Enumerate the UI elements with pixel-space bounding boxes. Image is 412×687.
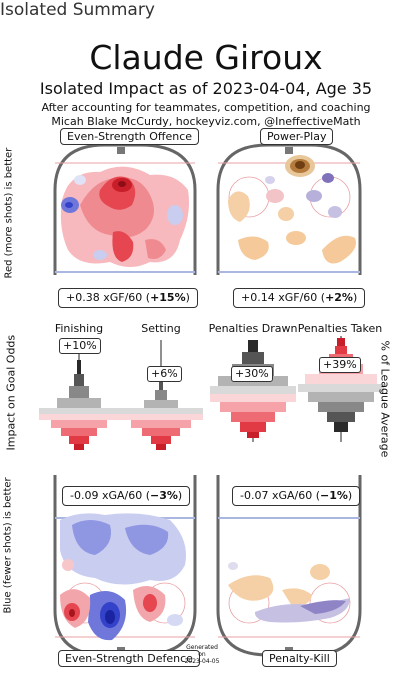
stat-es-defence-pct: −3% xyxy=(150,489,178,502)
violin3-layer-0 xyxy=(248,340,258,352)
label-penalties-taken: Penalties Taken xyxy=(297,322,383,335)
violin1-layer-7 xyxy=(61,428,97,436)
credit-line-1: After accounting for teammates, competit… xyxy=(41,101,371,114)
violin1-layer-9 xyxy=(74,444,84,450)
violin3-layer-5 xyxy=(210,394,296,402)
label-setting: Setting xyxy=(141,322,181,335)
violin3-layer-9 xyxy=(247,432,259,438)
violin-penalties-drawn xyxy=(210,340,296,442)
violin3-layer-4 xyxy=(210,386,296,394)
violin3-layer-7 xyxy=(231,412,275,422)
es-offence-heatmap xyxy=(60,166,189,267)
violin1-layer-1 xyxy=(74,374,84,386)
violin1-layer-0 xyxy=(77,360,81,374)
label-finishing: Finishing xyxy=(54,322,104,335)
pct-penalties-drawn: +30% xyxy=(231,366,273,382)
violin3-layer-8 xyxy=(240,422,266,432)
violin1-layer-5 xyxy=(39,414,119,420)
violin4-layer-9 xyxy=(334,422,348,432)
label-penalties-drawn: Penalties Drawn xyxy=(208,322,298,335)
violin1-layer-4 xyxy=(39,408,119,414)
violin3-layer-6 xyxy=(220,402,286,412)
pct-finishing: +10% xyxy=(59,338,101,354)
ylabel-blue-better: Blue (fewer shots) is better xyxy=(2,477,14,614)
violin1-layer-2 xyxy=(69,386,89,398)
violin2-layer-5 xyxy=(131,420,191,428)
violin2-layer-3 xyxy=(119,408,203,414)
panel-title-penalty-kill: Penalty-Kill xyxy=(262,650,337,667)
violin4-layer-6 xyxy=(308,392,374,402)
power-play-heatmap xyxy=(228,155,356,264)
stat-es-defence-suffix: ) xyxy=(177,489,183,502)
generated-word: Generated xyxy=(186,644,218,651)
violin4-layer-7 xyxy=(318,402,364,412)
stat-es-offence-prefix: +0.38 xGF/60 ( xyxy=(66,291,151,304)
rink-power-play xyxy=(216,143,362,275)
violin4-layer-4 xyxy=(305,374,377,384)
stat-power-play-suffix: ) xyxy=(352,291,358,304)
page-tab-label[interactable]: Isolated Summary xyxy=(0,0,155,20)
violin2-layer-4 xyxy=(119,414,203,420)
ylabel-league-average: % of League Average xyxy=(378,340,392,458)
player-name: Claude Giroux xyxy=(89,38,323,77)
rink-es-offence xyxy=(53,143,197,275)
violin3-layer-1 xyxy=(242,352,264,364)
stat-power-play-prefix: +0.14 xGF/60 ( xyxy=(241,291,326,304)
stat-penalty-kill-prefix: -0.07 xGA/60 ( xyxy=(240,489,321,502)
violin2-layer-2 xyxy=(144,400,178,408)
ylabel-goal-odds: Impact on Goal Odds xyxy=(4,334,18,451)
stat-penalty-kill: -0.07 xGA/60 (−1%) xyxy=(232,486,361,506)
violin-finishing xyxy=(39,340,119,450)
ylabel-red-better: Red (more shots) is better xyxy=(3,147,15,279)
violin1-layer-8 xyxy=(69,436,89,444)
stat-es-defence-prefix: -0.09 xGA/60 ( xyxy=(70,489,151,502)
stat-es-offence: +0.38 xGF/60 (+15%) xyxy=(58,288,198,308)
stat-es-offence-suffix: ) xyxy=(185,291,190,304)
generated-date: 2023-04-05 xyxy=(184,658,220,665)
stat-penalty-kill-pct: −1% xyxy=(320,489,348,502)
es-defence-heatmap xyxy=(60,513,186,641)
stat-es-offence-pct: +15% xyxy=(150,291,186,304)
violin2-layer-8 xyxy=(156,444,166,450)
violin2-layer-6 xyxy=(142,428,180,436)
violin1-layer-6 xyxy=(51,420,107,428)
penalty-kill-heatmap xyxy=(228,562,350,623)
violin4-layer-1 xyxy=(335,346,347,354)
stat-penalty-kill-suffix: ) xyxy=(347,489,353,502)
panel-title-es-offence: Even-Strength Offence xyxy=(60,128,200,145)
violin4-layer-5 xyxy=(298,384,384,392)
violin4-layer-0 xyxy=(337,338,345,346)
stat-es-defence: -0.09 xGA/60 (−3%) xyxy=(62,486,191,506)
pct-setting: +6% xyxy=(147,366,182,382)
violin4-layer-8 xyxy=(327,412,355,422)
violin-penalties-taken xyxy=(298,336,384,442)
violin1-layer-3 xyxy=(57,398,101,408)
violin2-layer-1 xyxy=(155,390,167,400)
pct-penalties-taken: +39% xyxy=(319,357,361,373)
panel-title-es-defence: Even-Strength Defence xyxy=(58,650,200,667)
chart-subtitle: Isolated Impact as of 2023-04-04, Age 35 xyxy=(39,79,373,98)
violin2-layer-0 xyxy=(159,380,163,390)
credit-line-2: Micah Blake McCurdy, hockeyviz.com, @Ine… xyxy=(51,115,361,128)
violin2-layer-7 xyxy=(151,436,171,444)
violin-setting xyxy=(119,340,203,450)
generated-on: on xyxy=(198,651,206,658)
generated-note: Generated on 2023-04-05 xyxy=(180,644,224,665)
panel-title-power-play: Power-Play xyxy=(260,128,334,145)
stat-power-play: +0.14 xGF/60 (+2%) xyxy=(233,288,366,308)
stat-power-play-pct: +2% xyxy=(325,291,353,304)
rink-es-defence xyxy=(53,475,197,657)
